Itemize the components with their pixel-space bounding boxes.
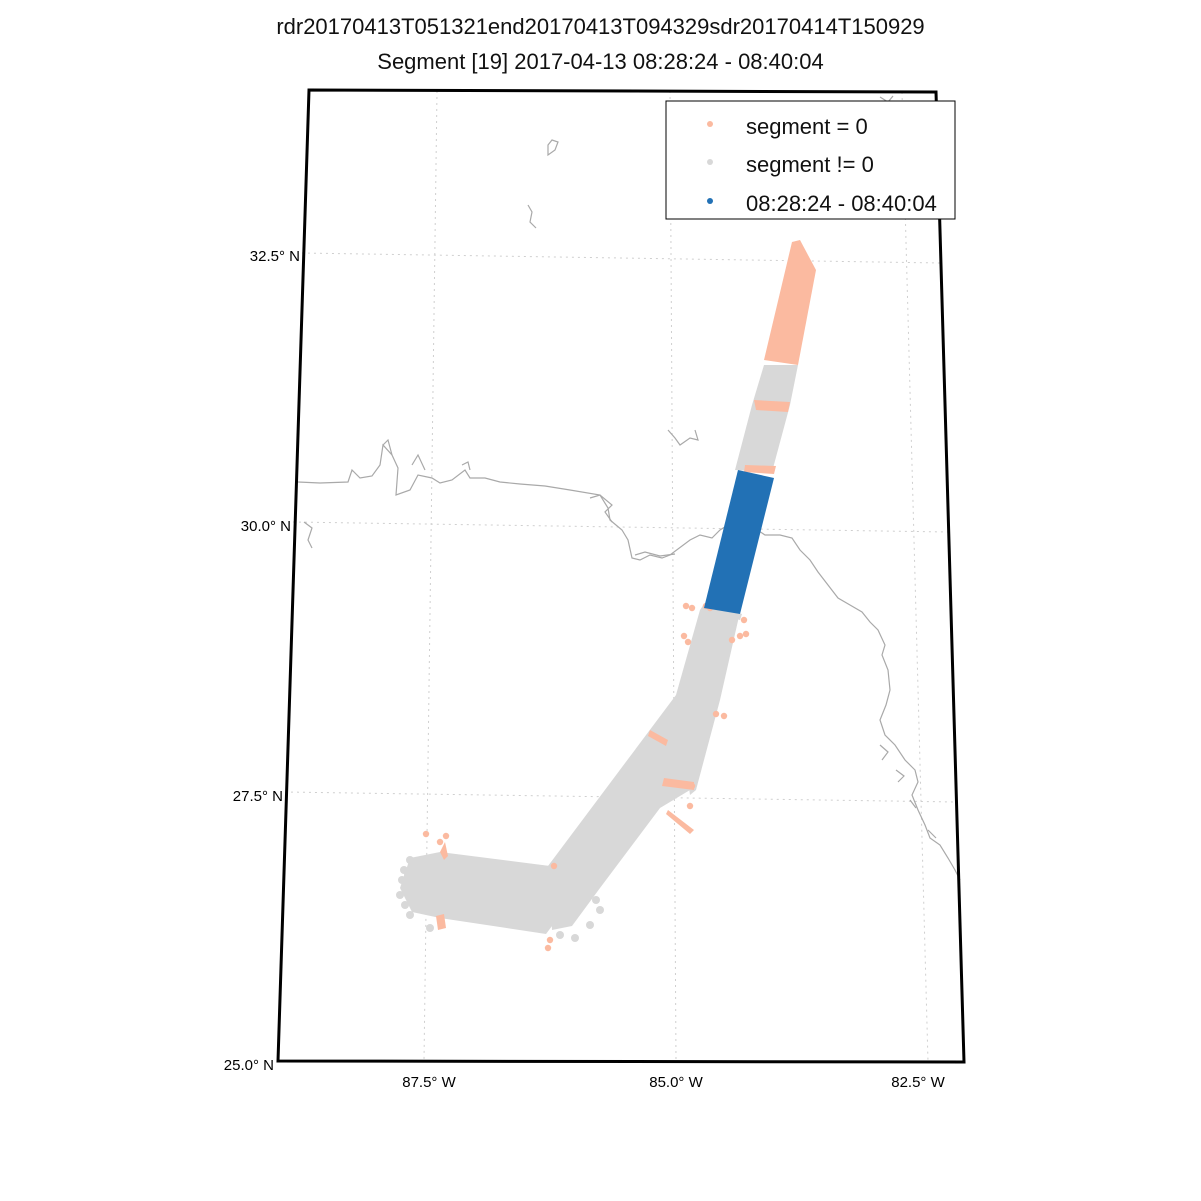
segment-zero-points: [422, 240, 816, 952]
legend-marker-segment-zero: [707, 121, 713, 127]
zero-point-4: [546, 936, 554, 944]
inland-lake-3: [667, 429, 699, 446]
zero-point-19: [728, 636, 736, 644]
legend-marker-highlight: [707, 198, 713, 204]
band-zero-north-1: [754, 400, 790, 412]
lat-label-32-5: 32.5° N: [250, 248, 300, 265]
chart-title: rdr20170413T051321end20170413T094329sdr2…: [276, 14, 925, 39]
gridline-lat-32-5: [301, 252, 941, 264]
zero-point-8: [680, 632, 688, 640]
nonzero-point-4: [406, 911, 414, 919]
band-zero-mid-1: [648, 730, 668, 746]
swath-nonzero-west: [400, 852, 552, 934]
zero-point-13: [712, 710, 720, 718]
band-zero-north-2: [744, 465, 776, 474]
nonzero-point-6: [556, 931, 564, 939]
band-zero-mid-2: [662, 778, 694, 790]
nonzero-point-9: [596, 906, 604, 914]
zero-point-15: [686, 802, 694, 810]
nonzero-point-3: [401, 901, 409, 909]
legend-label-segment-zero: segment = 0: [746, 114, 868, 139]
lat-label-25-0: 25.0° N: [224, 1057, 274, 1074]
zero-point-1: [442, 832, 450, 840]
legend: segment = 0 segment != 0 08:28:24 - 08:4…: [665, 100, 956, 220]
swath-highlight: [704, 470, 774, 614]
nonzero-point-8: [586, 921, 594, 929]
zero-point-14: [720, 712, 728, 720]
gridline-lat-27-5: [284, 791, 957, 803]
zero-point-0: [422, 830, 430, 838]
pensacola-bay: [382, 438, 471, 471]
nonzero-point-13: [404, 871, 412, 879]
zero-point-2: [436, 838, 444, 846]
zero-point-12: [742, 630, 750, 638]
zero-point-7: [688, 604, 696, 612]
lat-label-30-0: 30.0° N: [241, 518, 291, 535]
zero-point-16: [688, 782, 696, 790]
coastline: [297, 95, 961, 881]
swath-nonzero-north: [735, 405, 790, 472]
inland-lake-2: [527, 204, 537, 229]
west-fl-coast-islands: [879, 744, 937, 839]
st-george-island: [634, 551, 676, 557]
chart-subtitle: Segment [19] 2017-04-13 08:28:24 - 08:40…: [377, 49, 824, 74]
lat-label-27-5: 27.5° N: [233, 788, 283, 805]
zero-point-9: [684, 638, 692, 646]
legend-box: [665, 100, 956, 220]
swath-nonzero-middle: [676, 610, 740, 795]
zero-point-6: [682, 602, 690, 610]
nonzero-point-1: [398, 876, 406, 884]
lon-label-87-5: 87.5° W: [402, 1074, 456, 1091]
nonzero-point-10: [592, 896, 600, 904]
gulf-coast-line: [297, 443, 961, 881]
nonzero-point-2: [396, 891, 404, 899]
swath-nonzero-bend: [548, 695, 700, 930]
lon-label-82-5: 82.5° W: [891, 1074, 945, 1091]
band-zero-west-1: [440, 842, 448, 860]
zero-point-3: [550, 862, 558, 870]
lon-labels: 87.5° W 85.0° W 82.5° W: [402, 1074, 945, 1091]
legend-marker-segment-nonzero: [707, 159, 713, 165]
band-zero-west-2: [436, 914, 446, 930]
swath-nonzero-north-upper: [752, 365, 798, 405]
swath-zero-north-tip: [764, 240, 816, 365]
nonzero-point-5: [426, 924, 434, 932]
zero-point-5: [544, 944, 552, 952]
inland-lake-1: [547, 139, 559, 157]
nonzero-point-7: [571, 934, 579, 942]
legend-label-highlight: 08:28:24 - 08:40:04: [746, 191, 937, 216]
lon-label-85-0: 85.0° W: [649, 1074, 703, 1091]
zero-point-10: [740, 616, 748, 624]
graticule: [284, 90, 957, 1063]
nonzero-point-12: [406, 856, 414, 864]
offshore-coast-bit: [303, 521, 313, 549]
band-zero-mid-3: [666, 810, 694, 834]
highlight-segment-points: [704, 470, 774, 614]
map-frame: [276, 88, 966, 1064]
apalachicola-bay: [589, 494, 613, 523]
lat-labels: 32.5° N 30.0° N 27.5° N 25.0° N: [224, 248, 300, 1074]
map-area: [278, 90, 964, 1062]
segment-nonzero-points: [396, 365, 798, 942]
nonzero-point-11: [586, 886, 594, 894]
legend-label-segment-nonzero: segment != 0: [746, 152, 874, 177]
zero-point-11: [736, 632, 744, 640]
